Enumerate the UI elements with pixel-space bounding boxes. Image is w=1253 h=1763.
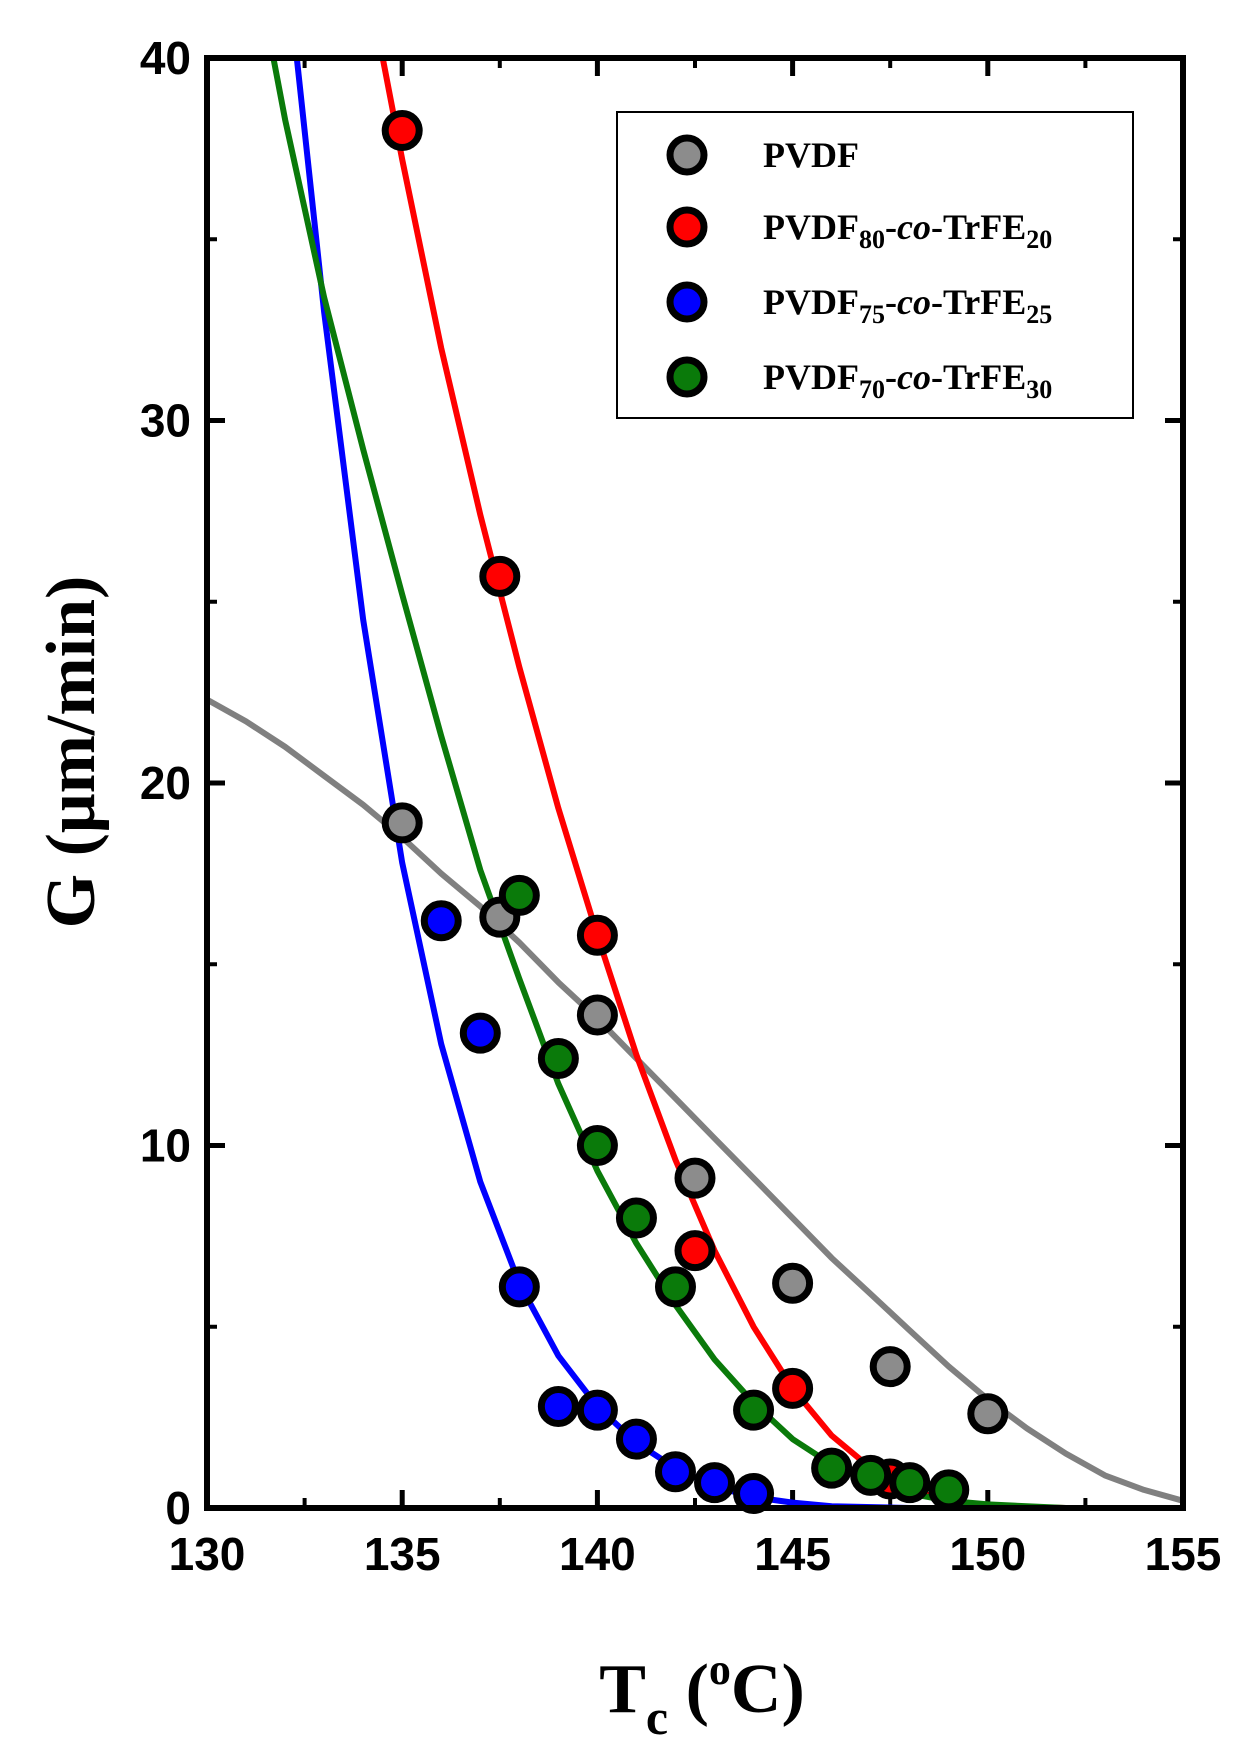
- legend-label-0: PVDF: [763, 135, 859, 175]
- point-3-4: [654, 1266, 696, 1308]
- point-0-6: [967, 1393, 1009, 1435]
- x-tick-label-145: 145: [754, 1528, 831, 1580]
- y-tick-label-20: 20: [140, 757, 191, 809]
- x-axis-title-sup: o: [709, 1645, 731, 1694]
- point-1-0: [381, 110, 423, 151]
- legend-marker-1: [666, 206, 708, 248]
- fit-line-0: [207, 696, 1183, 1504]
- point-3-1: [537, 1038, 579, 1079]
- point-2-5: [615, 1418, 657, 1460]
- point-3-5: [733, 1389, 775, 1431]
- y-tick-label-30: 30: [140, 395, 191, 447]
- point-1-3: [674, 1230, 716, 1272]
- x-tick-label-135: 135: [364, 1528, 441, 1580]
- point-1-1: [479, 555, 521, 597]
- x-axis-title-close: C): [731, 1651, 805, 1728]
- point-3-6: [811, 1447, 853, 1489]
- x-axis-title-sub: c: [646, 1689, 668, 1745]
- legend-label-3: PVDF70-co-TrFE30: [763, 357, 1052, 404]
- y-tick-label-40: 40: [140, 32, 191, 84]
- point-2-7: [694, 1462, 736, 1504]
- point-1-2: [576, 914, 618, 956]
- x-axis-title-main: T: [599, 1651, 646, 1728]
- point-2-0: [420, 900, 462, 942]
- x-axis-title-open: (: [668, 1651, 709, 1728]
- y-tick-label-10: 10: [140, 1120, 191, 1172]
- point-3-0: [498, 874, 540, 916]
- point-3-8: [889, 1462, 931, 1504]
- fit-line-3: [270, 57, 1183, 1508]
- point-0-4: [772, 1262, 814, 1304]
- legend: PVDF PVDF80-co-TrFE20 PVDF75-co-TrFE25 PVDF…: [616, 111, 1134, 419]
- point-3-9: [928, 1469, 970, 1511]
- point-0-5: [869, 1346, 911, 1388]
- x-tick-label-155: 155: [1145, 1528, 1222, 1580]
- y-tick-label-0: 0: [165, 1482, 191, 1534]
- point-3-3: [615, 1197, 657, 1239]
- point-3-2: [576, 1125, 618, 1166]
- point-2-1: [459, 1012, 501, 1054]
- point-2-6: [654, 1451, 696, 1493]
- point-0-3: [674, 1157, 716, 1199]
- tick-labels-layer: 130 135 140 145 150 155 0 10 20 30 40: [140, 32, 1222, 1580]
- x-axis-title: Tc (oC): [599, 1645, 805, 1745]
- legend-marker-3: [666, 356, 708, 398]
- x-tick-label-150: 150: [949, 1528, 1026, 1580]
- legend-label-2: PVDF75-co-TrFE25: [763, 282, 1052, 329]
- x-tick-label-130: 130: [169, 1528, 246, 1580]
- point-2-4: [576, 1389, 618, 1431]
- legend-label-1: PVDF80-co-TrFE20: [763, 207, 1052, 254]
- legend-marker-0: [666, 134, 708, 176]
- point-3-7: [850, 1454, 892, 1496]
- data-points-layer: [381, 110, 1009, 1514]
- x-tick-label-140: 140: [559, 1528, 636, 1580]
- point-1-4: [772, 1367, 814, 1409]
- point-2-3: [537, 1386, 579, 1427]
- point-2-2: [498, 1266, 540, 1308]
- point-0-0: [381, 802, 423, 844]
- legend-marker-2: [666, 281, 708, 323]
- plot-frame: [204, 55, 1186, 1511]
- y-axis-title: G (μm/min): [33, 576, 110, 929]
- point-0-2: [576, 994, 618, 1036]
